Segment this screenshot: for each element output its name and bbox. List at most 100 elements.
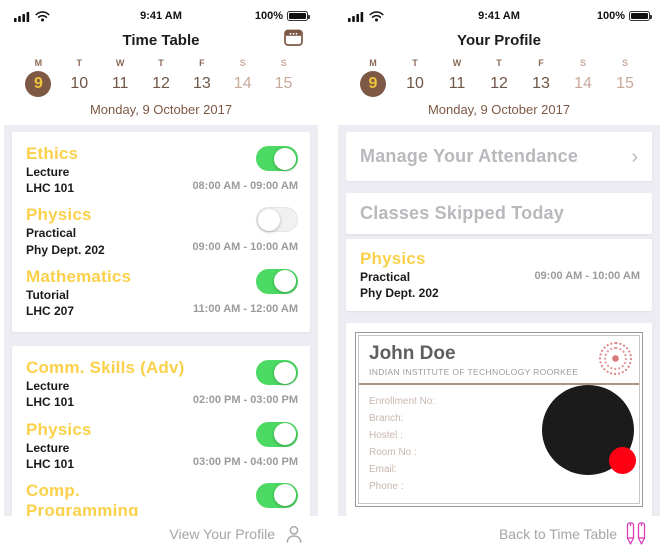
class-type: Lecture (26, 165, 70, 179)
class-room: LHC 207 (26, 303, 75, 318)
student-name: John Doe (369, 343, 456, 365)
class-item-mathematics: Mathematics Tutorial LHC 207 11:00 AM - 12… (26, 267, 298, 319)
field-enrollment: Enrollment No: (369, 396, 436, 408)
page-title: Your Profile (457, 31, 541, 49)
class-time: 09:00 AM - 10:00 AM (192, 241, 298, 254)
cell-signal-icon (14, 11, 30, 22)
class-room: Phy Dept. 202 (26, 242, 105, 257)
date-line: Monday, 9 October 2017 (427, 102, 571, 117)
wifi-icon (369, 10, 384, 21)
day-thursday[interactable]: T 12 (490, 58, 508, 92)
id-card-header: John Doe INDIAN INSTITUTE OF TECHNOLOGY … (359, 336, 639, 386)
class-subject: Comp. Programming (26, 480, 139, 516)
day-saturday[interactable]: S 14 (574, 58, 592, 92)
class-room: LHC 101 (26, 395, 75, 410)
institute-seal-icon (599, 342, 632, 376)
calendar-icon[interactable] (284, 28, 304, 48)
header-title-row: Time Table (4, 26, 318, 54)
edit-pens-icon[interactable] (625, 521, 647, 547)
class-time: 02:00 PM - 03:00 PM (192, 394, 298, 407)
skipped-class-card: Physics Practical Phy Dept. 202 09:00 AM -… (346, 239, 652, 312)
class-item-skipped-physics: Physics Practical Phy Dept. 202 09:00 AM -… (360, 249, 640, 301)
id-card-container: John Doe INDIAN INSTITUTE OF TECHNOLOGY … (346, 323, 652, 516)
classes-skipped-header: Classes Skipped Today (346, 193, 652, 234)
profile-footer: Back to Time Table (338, 516, 660, 552)
chevron-right-icon: › (631, 145, 638, 168)
profile-content: Manage Your Attendance › Classes Skipped… (338, 125, 660, 516)
day-saturday[interactable]: S 14 (233, 58, 252, 92)
morning-classes-card: Ethics Lecture LHC 101 08:00 AM - 09:00 AM… (12, 132, 310, 333)
afternoon-classes-card: Comm. Skills (Adv) Lecture LHC 101 02:00 P… (12, 346, 310, 516)
class-toggle[interactable] (256, 207, 298, 233)
class-time: 03:00 PM - 04:00 PM (192, 455, 298, 468)
field-phone: Phone : (369, 481, 404, 493)
class-item-ethics: Ethics Lecture LHC 101 08:00 AM - 09:00 AM (26, 144, 298, 196)
field-branch: Branch: (369, 413, 404, 425)
manage-attendance-button[interactable]: Manage Your Attendance › (346, 132, 652, 181)
status-time: 9:41 AM (140, 10, 182, 22)
day-sunday[interactable]: S 15 (616, 58, 634, 92)
class-toggle[interactable] (256, 482, 298, 508)
manage-attendance-label: Manage Your Attendance (360, 146, 579, 166)
battery-percent: 100% (596, 10, 625, 22)
class-type: Practical (360, 270, 411, 284)
selected-date[interactable]: 9 (360, 71, 386, 97)
day-wednesday[interactable]: W 11 (448, 58, 466, 92)
day-tuesday[interactable]: T 10 (70, 58, 89, 92)
day-friday[interactable]: F 13 (192, 58, 211, 92)
class-toggle[interactable] (256, 268, 298, 294)
day-wednesday[interactable]: W 11 (111, 58, 129, 92)
battery-icon (629, 11, 652, 21)
class-subject: Physics (360, 249, 426, 268)
class-time: 11:00 AM - 12:00 AM (193, 302, 298, 315)
class-toggle[interactable] (256, 421, 298, 447)
class-toggle[interactable] (256, 146, 298, 171)
class-subject: Physics (26, 419, 92, 439)
page-title: Time Table (122, 31, 200, 49)
class-item-comp-programming: Comp. ProgrammingLectureLHC 101 04:00 PM… (26, 481, 298, 516)
class-type: Lecture (26, 440, 70, 455)
status-time: 9:41 AM (478, 10, 520, 22)
class-time: 08:00 AM - 09:00 AM (192, 180, 298, 192)
class-room: LHC 101 (26, 181, 75, 196)
battery-icon (287, 11, 310, 21)
wifi-icon (35, 10, 50, 21)
class-item-physics-practical: Physics Practical Phy Dept. 202 09:00 AM -… (26, 205, 298, 257)
class-item-physics-lecture: Physics Lecture LHC 101 03:00 PM - 04:00 P… (26, 420, 298, 472)
class-subject: Mathematics (26, 266, 132, 286)
profile-person-icon[interactable] (283, 523, 305, 545)
cell-signal-icon (348, 11, 364, 22)
class-toggle[interactable] (256, 360, 298, 386)
day-friday[interactable]: F 13 (532, 58, 550, 92)
day-thursday[interactable]: T 12 (152, 58, 170, 92)
id-fields: Enrollment No: Branch: Hostel : Room No … (369, 393, 629, 495)
day-tuesday[interactable]: T 10 (406, 58, 424, 92)
selected-date[interactable]: 9 (25, 71, 52, 97)
timetable-footer: View Your Profile (4, 516, 318, 552)
view-profile-link[interactable]: View Your Profile (169, 526, 275, 542)
field-hostel: Hostel : (369, 430, 403, 442)
class-type: Practical (26, 226, 77, 241)
id-card: John Doe INDIAN INSTITUTE OF TECHNOLOGY … (355, 332, 643, 508)
class-subject: Ethics (26, 144, 79, 163)
class-time: 09:00 AM - 10:00 AM (534, 270, 640, 283)
field-email: Email: (369, 464, 397, 476)
class-room: LHC 101 (26, 456, 75, 471)
back-to-timetable-link[interactable]: Back to Time Table (498, 526, 617, 542)
id-card-body: Enrollment No: Branch: Hostel : Room No … (359, 385, 639, 503)
institute-name: INDIAN INSTITUTE OF TECHNOLOGY ROORKEE (369, 367, 579, 378)
day-sunday[interactable]: S 15 (274, 58, 293, 92)
status-bar: 9:41 AM 100% (4, 4, 318, 26)
class-type: Tutorial (26, 287, 70, 302)
class-room: Phy Dept. 202 (360, 286, 439, 301)
red-status-dot (609, 447, 636, 475)
class-subject: Comm. Skills (Adv) (26, 358, 185, 378)
timetable-list: Ethics Lecture LHC 101 08:00 AM - 09:00 AM… (4, 125, 318, 516)
status-bar: 9:41 AM 100% (338, 4, 660, 26)
